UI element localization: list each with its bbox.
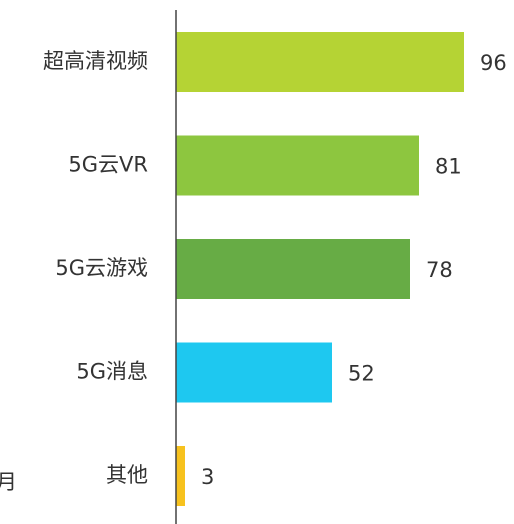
bar [176, 446, 185, 506]
value-label: 81 [435, 155, 462, 179]
annotation: 月 [0, 470, 17, 494]
bar [176, 135, 419, 196]
category-label: 5G云VR [68, 153, 148, 177]
category-label: 5G消息 [76, 360, 148, 384]
bar [176, 32, 464, 92]
bar [176, 239, 410, 299]
bar [176, 342, 332, 403]
category-label: 超高清视频 [43, 49, 148, 73]
value-label: 52 [348, 362, 375, 386]
category-label: 其他 [106, 463, 148, 487]
value-label: 78 [426, 258, 453, 282]
value-label: 3 [201, 465, 214, 489]
category-label: 5G云游戏 [55, 256, 148, 280]
value-label: 96 [480, 51, 507, 75]
